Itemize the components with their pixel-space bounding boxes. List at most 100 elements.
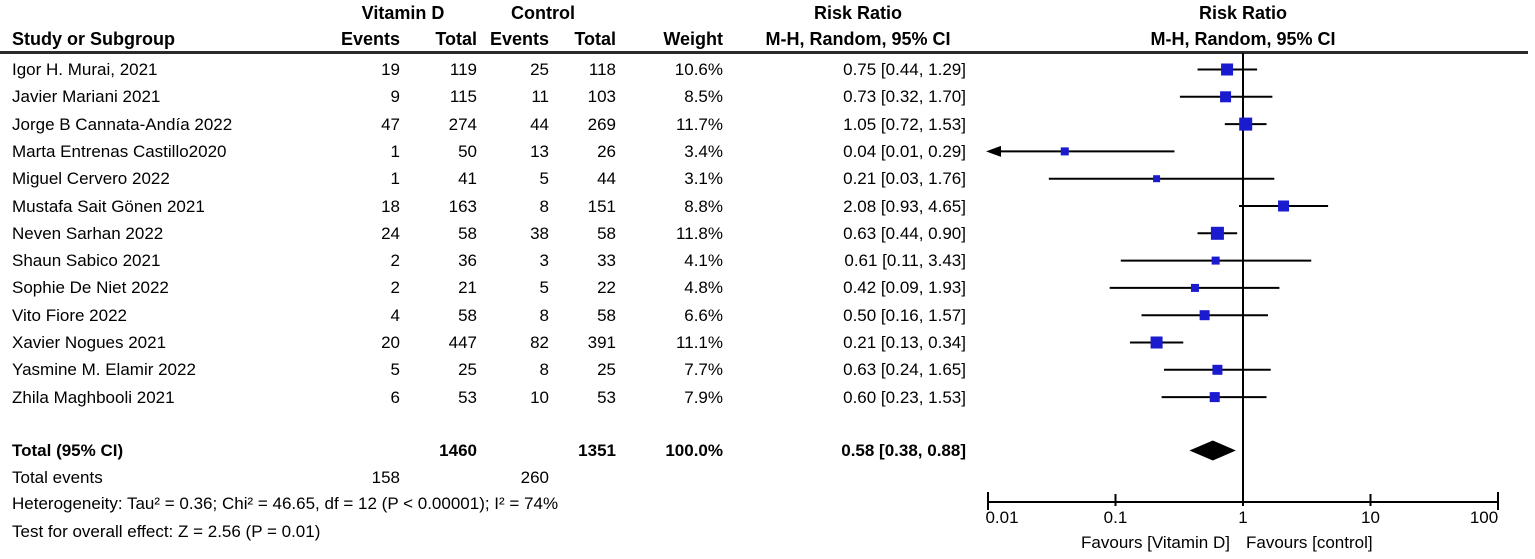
cell-ci_text: 0.60 [0.23, 1.53] (843, 387, 966, 407)
total-label: Total (95% CI) (12, 441, 124, 460)
cell-weight: 11.1% (676, 333, 723, 352)
cell-events2: 5 (539, 278, 549, 298)
events2-col-header: Events (489, 29, 549, 49)
axis-tick-label: 1 (1238, 508, 1248, 527)
cell-name: Shaun Sabico 2021 (12, 251, 161, 271)
cell-events1: 6 (390, 387, 400, 407)
cell-ci_text: 0.04 [0.01, 0.29] (843, 141, 966, 161)
cell-name: Zhila Maghbooli 2021 (12, 387, 175, 407)
cell-events2: 8 (539, 305, 549, 325)
cell-events1: 20 (381, 333, 400, 352)
cell-total1: 447 (448, 333, 477, 352)
cell-total2: 44 (597, 169, 616, 189)
cell-events1: 1 (390, 141, 400, 161)
cell-total1: 36 (458, 251, 477, 271)
cell-weight: 4.8% (684, 278, 723, 298)
study-point-estimate (1220, 91, 1232, 103)
cell-total2: 103 (587, 87, 616, 107)
cell-total1: 53 (458, 387, 477, 407)
cell-total1: 50 (458, 141, 477, 161)
cell-weight: 3.4% (684, 141, 723, 161)
cell-weight: 3.1% (684, 169, 723, 189)
axis-tick-label: 0.01 (985, 508, 1019, 527)
cell-total2: 33 (597, 251, 616, 271)
cell-total1: 41 (458, 169, 477, 189)
cell-total1: 274 (448, 114, 477, 134)
cell-total2: 391 (587, 333, 616, 352)
total-diamond (1189, 440, 1236, 461)
cell-total1: 21 (458, 278, 477, 298)
cell-total2: 53 (597, 387, 616, 407)
cell-ci_text: 0.63 [0.24, 1.65] (843, 360, 966, 380)
study-point-estimate (1212, 364, 1223, 375)
cell-name: Miguel Cervero 2022 (12, 169, 170, 189)
cell-name: Xavier Nogues 2021 (12, 333, 167, 352)
cell-weight: 6.6% (684, 305, 723, 325)
total2-col-header: Total (574, 29, 616, 49)
study-point-estimate (1153, 175, 1161, 183)
weight-col-header: Weight (663, 29, 723, 49)
table-row: Marta Entrenas Castillo2020 1 50 13 26 3.4% 0.… (0, 138, 1000, 165)
cell-events1: 24 (381, 223, 400, 243)
cell-total1: 58 (458, 305, 477, 325)
cell-ci_text: 1.05 [0.72, 1.53] (843, 114, 966, 134)
cell-total2: 58 (597, 223, 616, 243)
cell-events2: 13 (530, 141, 549, 161)
cell-events1: 4 (390, 305, 400, 325)
cell-events1: 9 (390, 87, 400, 107)
events1-col-header: Events (340, 29, 400, 49)
cell-total2: 151 (587, 196, 616, 216)
study-point-estimate (1278, 200, 1290, 212)
cell-weight: 8.5% (684, 87, 723, 107)
study-point-estimate (1211, 256, 1220, 265)
study-point-estimate (1239, 117, 1253, 131)
total-events-label: Total events (12, 468, 103, 487)
cell-ci_text: 0.73 [0.32, 1.70] (843, 87, 966, 107)
cell-total2: 26 (597, 141, 616, 161)
cell-name: Sophie De Niet 2022 (12, 278, 169, 298)
total-events-row: Total events 158 260 (0, 464, 1000, 491)
table-row: Javier Mariani 2021 9 115 11 103 8.5% 0.73 [0.… (0, 83, 1000, 110)
study-point-estimate (1060, 147, 1069, 156)
table-row: Yasmine M. Elamir 2022 5 25 8 25 7.7% 0.63 [0.… (0, 356, 1000, 383)
cell-events2: 8 (539, 196, 549, 216)
cell-events2: 8 (539, 360, 549, 380)
table-row: Mustafa Sait Gönen 2021 18 163 8 151 8.8% 2.08… (0, 193, 1000, 220)
cell-weight: 8.8% (684, 196, 723, 216)
study-col-header: Study or Subgroup (12, 29, 175, 49)
cell-ci_text: 0.21 [0.13, 0.34] (843, 333, 966, 352)
cell-total2: 269 (587, 114, 616, 134)
cell-weight: 11.8% (676, 223, 723, 243)
cell-events1: 2 (390, 251, 400, 271)
cell-total1: 58 (458, 223, 477, 243)
cell-weight: 7.7% (684, 360, 723, 380)
cell-total1: 119 (449, 60, 477, 79)
cell-weight: 4.1% (684, 251, 723, 271)
cell-weight: 10.6% (674, 60, 723, 79)
total-row: Total (95% CI) 1460 1351 100.0% 0.58 [0.… (0, 437, 1000, 464)
total-events2: 260 (520, 468, 549, 487)
group2-header: Control (511, 3, 575, 23)
study-point-estimate (1209, 392, 1220, 403)
study-point-estimate (1190, 283, 1199, 292)
cell-total1: 115 (449, 87, 477, 107)
table-row: Vito Fiore 2022 4 58 8 58 6.6% 0.50 [0.16, 1.5… (0, 302, 1000, 329)
study-point-estimate (1210, 226, 1224, 240)
cell-weight: 7.9% (684, 387, 723, 407)
cell-total1: 163 (448, 196, 477, 216)
cell-ci_text: 0.61 [0.11, 3.43] (844, 251, 966, 271)
axis-tick-label: 10 (1361, 508, 1380, 527)
group1-header: Vitamin D (361, 3, 445, 23)
cell-ci_text: 0.75 [0.44, 1.29] (843, 60, 966, 79)
cell-name: Mustafa Sait Gönen 2021 (12, 196, 205, 216)
favours-left-label: Favours [Vitamin D] (1081, 533, 1230, 552)
cell-events2: 11 (531, 87, 549, 107)
cell-total2: 25 (597, 360, 616, 380)
study-point-estimate (1199, 310, 1210, 321)
cell-events2: 44 (530, 114, 549, 134)
heterogeneity-text: Heterogeneity: Tau² = 0.36; Chi² = 46.65… (12, 494, 559, 513)
cell-events1: 19 (381, 60, 400, 79)
cell-name: Neven Sarhan 2022 (12, 223, 164, 243)
